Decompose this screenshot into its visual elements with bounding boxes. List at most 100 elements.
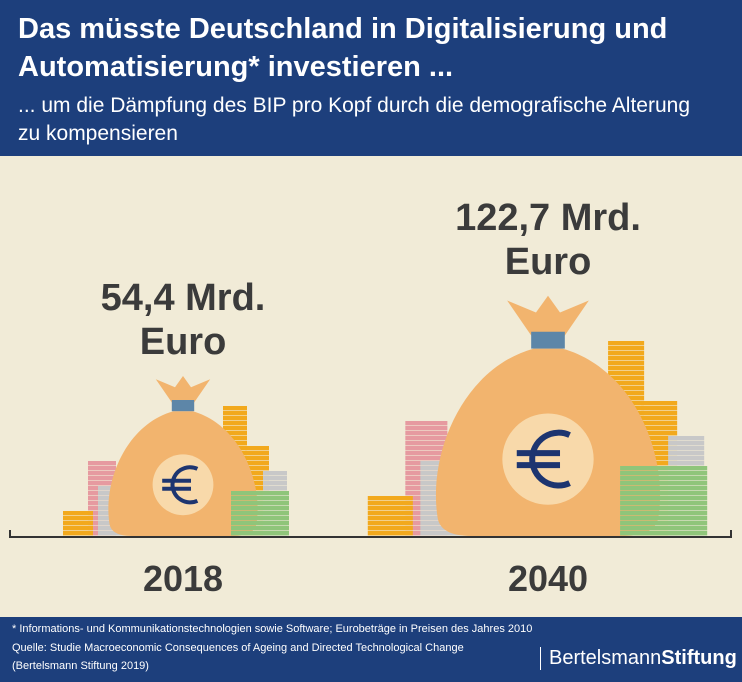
coin	[641, 411, 678, 416]
coin	[231, 491, 289, 496]
coin	[231, 506, 289, 511]
coin	[63, 511, 93, 516]
euro-sign	[162, 465, 199, 505]
coin	[223, 426, 247, 431]
source-detail: (Bertelsmann Stiftung 2019)	[12, 660, 149, 672]
coin	[641, 441, 678, 446]
coin	[641, 401, 678, 406]
logo-left: Bertelsmann	[549, 647, 662, 669]
money-bag	[108, 376, 258, 536]
coin	[245, 451, 269, 456]
coin	[420, 526, 463, 531]
coin	[641, 456, 678, 461]
coin	[608, 366, 645, 371]
euro-disc	[152, 454, 214, 516]
coin	[88, 466, 116, 471]
coin	[641, 461, 678, 466]
coin	[620, 501, 708, 506]
coin	[367, 506, 413, 511]
coin-stacks-front	[63, 491, 289, 536]
chart-title: Das müsste Deutschland in Digitalisierun…	[18, 13, 668, 83]
header: Das müsste Deutschland in Digitalisierun…	[0, 0, 742, 156]
coin	[223, 406, 247, 411]
coin	[263, 486, 287, 491]
coin	[367, 496, 413, 501]
coin	[620, 476, 708, 481]
coin	[641, 421, 678, 426]
coin	[620, 466, 708, 471]
coin	[367, 531, 413, 536]
coin	[641, 436, 678, 441]
coin	[668, 456, 705, 461]
coin	[245, 471, 269, 476]
coin	[608, 346, 645, 351]
coin	[420, 531, 463, 536]
coin	[63, 526, 93, 531]
coin	[620, 481, 708, 486]
coin	[668, 446, 705, 451]
coin	[88, 461, 116, 466]
value-label: 122,7 Mrd. Euro	[455, 196, 641, 283]
coin	[641, 446, 678, 451]
coin	[405, 441, 448, 446]
coin	[620, 506, 708, 511]
coin	[405, 446, 448, 451]
bag-top	[507, 295, 589, 339]
coin	[231, 531, 289, 536]
coin	[231, 516, 289, 521]
footer: * Informations- und Kommunikationstechno…	[0, 617, 742, 682]
coin	[405, 431, 448, 436]
coin-stacks-front	[367, 466, 708, 536]
coin	[668, 441, 705, 446]
coin	[231, 521, 289, 526]
coin	[641, 426, 678, 431]
coin	[367, 501, 413, 506]
coin	[620, 526, 708, 531]
coin	[263, 476, 287, 481]
coin	[263, 481, 287, 486]
coin	[245, 446, 269, 451]
coin	[98, 531, 126, 536]
baseline	[9, 530, 732, 538]
coin	[63, 516, 93, 521]
coin	[245, 486, 269, 491]
coin	[620, 521, 708, 526]
logo-right: Stiftung	[661, 647, 737, 669]
coin	[608, 371, 645, 376]
coin	[367, 526, 413, 531]
coin	[668, 451, 705, 456]
value-label: 54,4 Mrd. Euro	[100, 277, 266, 363]
x-tick-label: 2018	[142, 558, 224, 599]
coin	[223, 411, 247, 416]
euro-sign	[516, 429, 571, 489]
footnote: * Informations- und Kommunikationstechno…	[12, 623, 533, 635]
coin	[223, 421, 247, 426]
chart-subtitle: ... um die Dämpfung des BIP pro Kopf dur…	[18, 94, 690, 145]
coin	[223, 416, 247, 421]
coin	[641, 416, 678, 421]
coin	[641, 431, 678, 436]
coin	[620, 531, 708, 536]
coin	[668, 461, 705, 466]
coin	[608, 381, 645, 386]
coin	[245, 466, 269, 471]
coin	[245, 456, 269, 461]
bag-tie	[531, 331, 565, 349]
coin	[641, 406, 678, 411]
coin	[231, 526, 289, 531]
coin	[620, 471, 708, 476]
coin	[231, 501, 289, 506]
coin	[88, 481, 116, 486]
coin	[367, 511, 413, 516]
coin	[641, 451, 678, 456]
coin	[223, 436, 247, 441]
coin	[405, 421, 448, 426]
coin	[263, 471, 287, 476]
coin	[367, 516, 413, 521]
bag-tie	[171, 400, 195, 412]
coin	[608, 361, 645, 366]
coin	[668, 436, 705, 441]
coin	[405, 436, 448, 441]
